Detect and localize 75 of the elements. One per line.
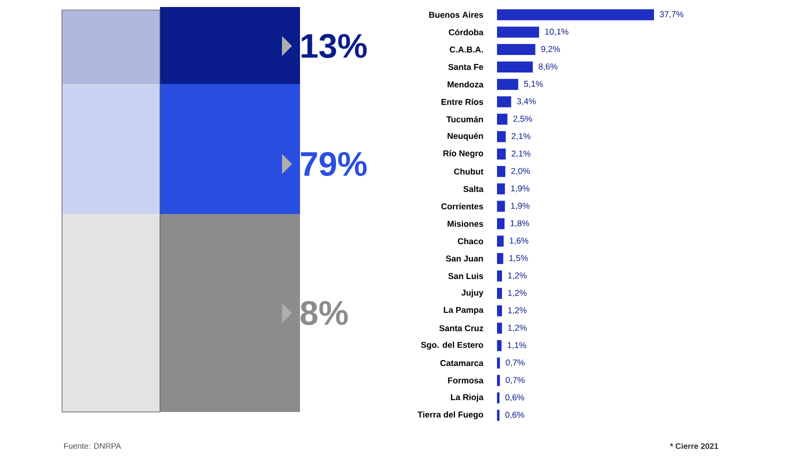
y-tick-label: Entre Ríos: [442, 98, 484, 105]
data-label: 1,8%: [510, 220, 530, 228]
text: 8%: [300, 300, 348, 326]
bar: [497, 322, 502, 334]
y-tick-label: Córdoba: [448, 28, 484, 36]
y-tick-label: Misiones: [448, 220, 484, 227]
bar: [497, 44, 536, 56]
bar: [497, 148, 506, 160]
data-label: 37,7%: [660, 11, 684, 18]
data-label: 1,5%: [509, 255, 528, 262]
data-label: 1,2%: [508, 307, 527, 314]
y-tick-label: Chubut: [454, 168, 484, 175]
bar: [497, 270, 502, 282]
y-tick-label: Río Negro: [443, 150, 484, 158]
data-label: 5,1%: [524, 80, 543, 88]
data-label: 1,9%: [511, 185, 530, 192]
y-tick-label: Jujuy: [461, 289, 484, 298]
data-label: 2,0%: [511, 168, 530, 175]
y-tick-label: Tierra del Fuego: [418, 411, 484, 420]
bar: [497, 253, 504, 264]
y-tick-label: C.A.B.A.: [450, 46, 483, 53]
data-label: 0,6%: [505, 394, 524, 402]
data-label: 8,6%: [538, 63, 558, 70]
data-label: 2,1%: [512, 133, 530, 140]
y-tick-label: Corrientes: [441, 203, 484, 210]
y-tick-label: Formosa: [448, 377, 484, 384]
bar: [497, 61, 533, 72]
bar: [497, 374, 500, 386]
bar: [497, 236, 504, 247]
bar: [497, 114, 508, 125]
data-label: 0,6%: [505, 412, 524, 419]
y-tick-label: San Juan: [446, 256, 483, 262]
y-tick-label: Tucumán: [446, 116, 483, 122]
y-tick-label: Sgo. del Estero: [421, 342, 484, 350]
data-label: 0,7%: [506, 376, 525, 384]
bar: [497, 26, 540, 38]
bar: [497, 9, 654, 20]
bar: [497, 358, 500, 369]
y-tick-label: Santa Cruz: [439, 325, 484, 332]
source-note: Fuente: DNRPA: [64, 443, 122, 449]
y-tick-label: Chaco: [458, 238, 484, 244]
bar: [497, 78, 518, 90]
bar: [497, 96, 512, 108]
data-label: 1,2%: [508, 290, 527, 297]
bar: [497, 288, 502, 299]
bar: [497, 166, 506, 177]
data-label: 1,2%: [508, 324, 527, 332]
text: * Cierre 2021: [670, 443, 718, 449]
bar: [497, 183, 505, 194]
data-label: 1,1%: [508, 342, 526, 350]
y-tick-label: Salta: [463, 186, 484, 192]
bar: [497, 200, 505, 212]
bar: [497, 218, 504, 230]
data-label: 3,4%: [517, 98, 536, 106]
data-label: 10,1%: [545, 28, 568, 36]
y-tick-label: Mendoza: [448, 81, 484, 88]
bar: [497, 305, 502, 316]
data-label: 1,6%: [510, 238, 528, 245]
data-label: 9,2%: [541, 46, 560, 54]
y-tick-label: Catamarca: [440, 360, 484, 366]
data-label: 1,9%: [511, 202, 530, 210]
y-tick-label: Neuquén: [448, 132, 483, 141]
y-tick-label: La Rioja: [450, 394, 484, 402]
data-label: 0,7%: [506, 360, 525, 367]
data-label: 1,2%: [508, 272, 527, 280]
y-tick-label: Buenos Aires: [429, 12, 484, 18]
bar: [497, 131, 506, 142]
text: 13%: [302, 34, 367, 58]
y-tick-label: La Pampa: [444, 306, 484, 315]
y-tick-label: Santa Fe: [448, 64, 484, 70]
y-tick-label: San Luis: [448, 272, 484, 280]
data-label: 2,5%: [513, 116, 532, 123]
bar: [497, 340, 502, 352]
text: 79%: [301, 152, 367, 176]
data-label: 2,1%: [512, 150, 530, 158]
